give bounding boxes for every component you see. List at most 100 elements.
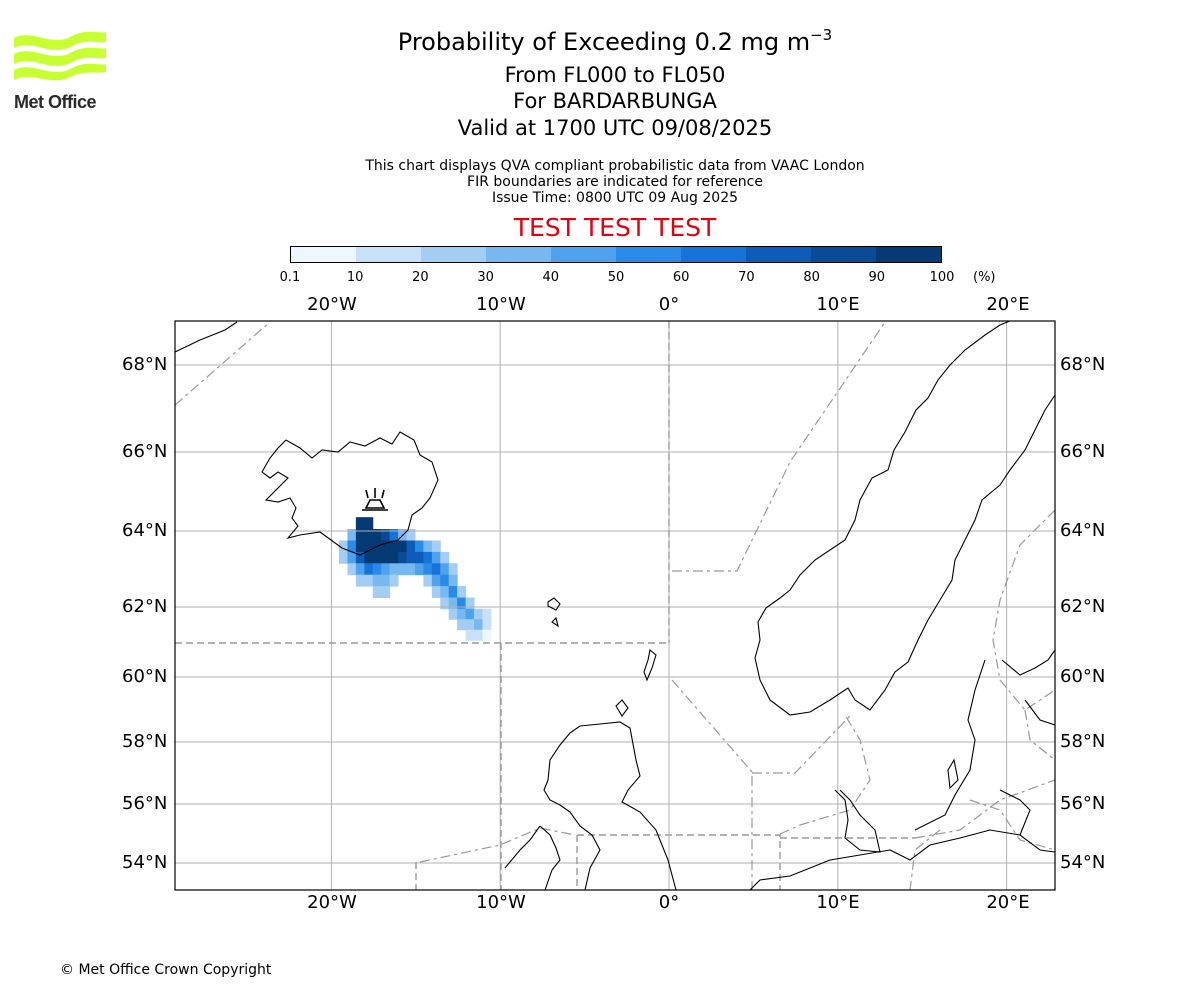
fir-boundary-south: [419, 827, 576, 863]
plume-cell: [364, 529, 374, 541]
colorbar-segment: [811, 247, 876, 262]
map-frame: [174, 320, 1056, 891]
longitude-label: 10°W: [476, 294, 526, 315]
plume-cell: [381, 529, 391, 541]
fir-boundary-scottish-north: [672, 321, 886, 572]
plume-cell: [389, 563, 399, 576]
coast-iceland: [261, 431, 439, 556]
longitude-label: 10°E: [816, 892, 860, 913]
plume-cell: [355, 529, 365, 541]
plume-cell: [389, 540, 399, 553]
coast-faroe-2: [551, 616, 559, 628]
plume-cell: [364, 540, 374, 553]
graticule: [175, 321, 1055, 890]
latitude-label: 56°N: [1060, 793, 1106, 814]
volcano-name: For BARDARBUNGA: [513, 89, 717, 113]
plume-cell: [372, 529, 382, 541]
plume-cell: [423, 563, 433, 576]
colorbar-tick-label: 50: [607, 270, 625, 285]
coast-denmark: [834, 789, 881, 853]
latitude-label: 60°N: [1060, 666, 1106, 687]
plume-cell: [372, 586, 382, 598]
plume-cell: [482, 608, 492, 620]
plume-cell: [457, 619, 467, 631]
logo-wave-2: [14, 47, 106, 66]
colorbar-segment: [421, 247, 486, 262]
plume-cell: [389, 551, 399, 564]
coast-norway-south: [754, 394, 1055, 716]
latitude-label: 54°N: [1060, 852, 1106, 873]
colorbar-segment: [616, 247, 681, 262]
plume-cell: [440, 574, 450, 587]
longitude-label: 0°: [658, 892, 680, 913]
fir-boundaries: [175, 321, 1055, 890]
colorbar-tick-label: 80: [803, 270, 820, 285]
longitude-label: 10°E: [816, 294, 860, 315]
fir-boundary-denmark: [969, 799, 1055, 851]
plume-cell: [389, 574, 399, 587]
plume-cell: [414, 540, 424, 553]
latitude-label: 58°N: [1060, 731, 1106, 752]
colorbar-segment: [356, 247, 421, 262]
plume-cell: [347, 551, 357, 564]
colorbar-tick-label: 60: [672, 270, 690, 285]
longitude-label: 20°W: [307, 892, 357, 913]
plume-cell: [431, 540, 441, 553]
fir-boundary-baltic: [914, 779, 1055, 839]
plume-cell: [381, 551, 391, 564]
plume-cell: [448, 608, 458, 620]
fir-boundaries-dashed: [175, 321, 915, 890]
plume-cell: [431, 563, 441, 576]
probability-colorbar: [290, 246, 942, 263]
fir-boundary-sweden-norway: [992, 509, 1055, 711]
latitude-label: 68°N: [1060, 354, 1106, 375]
plume-cell: [474, 608, 483, 620]
plume-cell: [448, 563, 458, 576]
latitude-label: 56°N: [122, 793, 168, 814]
valid-time: Valid at 1700 UTC 09/08/2025: [457, 116, 773, 140]
plume-cell: [431, 586, 441, 598]
plume-cell: [406, 529, 416, 541]
coast-continent: [749, 829, 1055, 890]
longitude-label: 0°: [658, 294, 680, 315]
longitude-label: 10°W: [476, 892, 526, 913]
plume-cell: [440, 551, 450, 564]
ash-probability-plume: [338, 517, 492, 641]
latitude-label: 60°N: [122, 666, 168, 687]
chart-note-fir: FIR boundaries are indicated for referen…: [467, 174, 763, 190]
met-office-logo: [14, 31, 106, 81]
latitude-label: 62°N: [122, 596, 168, 617]
fir-boundary-uk: [577, 834, 781, 890]
longitude-label: 20°E: [986, 892, 1030, 913]
plume-cell: [465, 629, 475, 641]
plume-cell: [448, 586, 458, 598]
fir-boundary-sweden-east: [909, 829, 941, 890]
logo-wave-1: [14, 31, 106, 50]
plume-cell: [440, 563, 450, 576]
plume-cell: [406, 540, 416, 553]
volcano-plume-left: [365, 489, 369, 499]
plume-cell: [440, 597, 450, 610]
plume-cell: [448, 574, 458, 587]
volcano-icon: [362, 488, 388, 511]
colorbar-segment: [746, 247, 811, 262]
colorbar-segment: [291, 247, 356, 262]
flight-level-range: From FL000 to FL050: [504, 63, 726, 87]
coast-orkney: [615, 699, 629, 717]
copyright-notice: © Met Office Crown Copyright: [60, 962, 272, 978]
issue-time: Issue Time: 0800 UTC 09 Aug 2025: [491, 190, 739, 206]
plume-cell: [364, 563, 374, 576]
latitude-label: 66°N: [1060, 441, 1106, 462]
plume-cell: [347, 540, 357, 553]
fir-boundary-shanwick-west: [175, 321, 271, 406]
plume-cell: [465, 619, 475, 631]
chart-title-text: Probability of Exceeding 0.2 mg m: [397, 28, 811, 56]
coast-norway: [754, 321, 1011, 659]
plume-cell: [482, 629, 492, 641]
plume-cell: [406, 551, 416, 564]
plume-cell: [372, 551, 382, 564]
logo-wave-3: [14, 63, 106, 81]
colorbar-segment: [876, 247, 941, 262]
latitude-label: 62°N: [1060, 596, 1106, 617]
